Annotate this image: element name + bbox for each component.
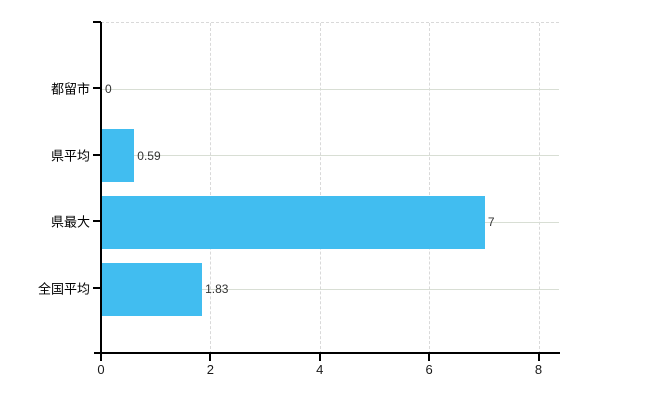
y-axis-line [100,22,102,353]
category-label: 県平均 [50,148,90,164]
x-axis-tick [209,354,212,361]
bar-value-label: 1.83 [205,282,229,296]
vertical-gridline [538,23,540,354]
x-axis-tick [100,354,102,361]
y-axis-tick [93,220,101,223]
plot-area: 0 0.59 7 1.83 [101,22,559,354]
x-axis-line [94,352,560,354]
y-axis-tick [93,153,101,156]
bar-1 [102,129,135,183]
x-tick-label: 2 [206,362,214,377]
x-tick-label: 0 [97,362,105,377]
bar-value-label: 0 [105,82,112,96]
bar-3 [102,262,203,316]
vertical-gridline [429,23,431,354]
category-gridline [101,88,559,90]
x-axis-tick [428,354,431,361]
category-label: 都留市 [50,81,90,97]
x-axis-tick [318,354,321,361]
bar-value-label: 7 [487,215,495,230]
x-tick-label: 6 [425,362,433,377]
bar-2 [102,195,485,249]
vertical-gridline [319,23,321,354]
vertical-gridline [210,23,212,354]
y-axis-tick [93,287,101,289]
category-label: 県最大 [50,214,90,230]
bar-value-label: 0.59 [137,148,161,163]
category-gridline [101,288,559,290]
y-axis-top-tick [93,21,101,23]
x-axis-tick [537,354,540,361]
y-axis-tick [93,87,101,89]
x-tick-label: 8 [534,362,543,377]
category-label: 全国平均 [37,281,90,297]
category-gridline [101,155,559,157]
x-tick-label: 4 [316,362,324,377]
